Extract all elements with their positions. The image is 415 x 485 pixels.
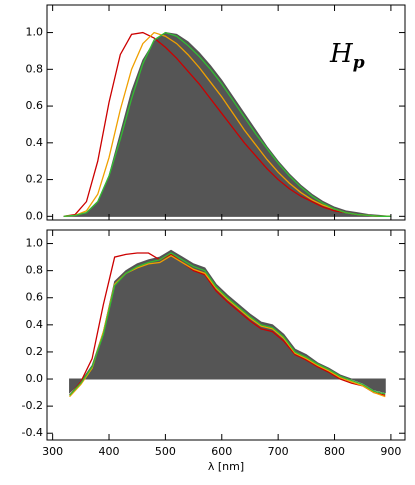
line [69,252,386,396]
y-tick-label: 0.6 [26,291,44,304]
x-tick-label: 800 [324,445,345,458]
y-tick-label: -0.2 [22,399,43,412]
y-tick-label: 0.0 [26,372,44,385]
frame [46,4,406,221]
x-tick-label: 600 [211,445,232,458]
annotation-subscript: p [353,53,365,73]
area [63,32,392,217]
y-tick-label: 0.4 [26,318,44,331]
x-tick-label: 300 [42,445,63,458]
x-tick-label: 700 [268,445,289,458]
y-tick-label: 0.8 [26,264,44,277]
y-tick-label: 0.6 [26,99,44,112]
y-tick-label: 0.8 [26,62,44,75]
y-tick-label: 0.0 [26,209,44,222]
x-tick-label: 400 [99,445,120,458]
area [69,249,386,394]
annotation: Hp [329,39,365,73]
x-tick-label: 500 [155,445,176,458]
line [69,252,386,396]
y-tick-label: 1.0 [26,26,44,39]
x-axis-label: λ [nm] [208,460,244,473]
y-tick-label: 0.4 [26,136,44,149]
plot-area [63,31,392,217]
frame [46,229,406,441]
y-tick-label: -0.4 [22,426,43,439]
x-tick-label: 900 [380,445,401,458]
line [63,31,391,217]
y-tick-label: 0.2 [26,345,44,358]
plot-area [69,249,386,398]
line [63,31,391,217]
y-tick-label: 1.0 [26,237,44,250]
y-tick-label: 0.2 [26,173,44,186]
